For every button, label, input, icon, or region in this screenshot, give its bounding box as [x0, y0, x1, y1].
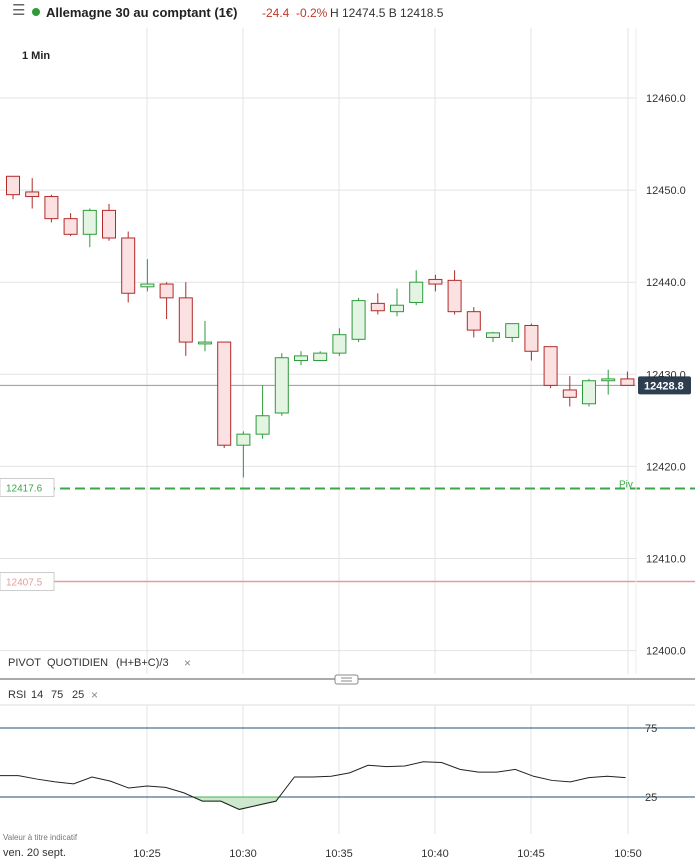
- close-icon[interactable]: ×: [184, 656, 192, 670]
- market-open-status-dot: [32, 8, 40, 16]
- candle-body: [409, 281, 424, 303]
- last-price-label: 12428.8: [644, 380, 684, 392]
- pivot-name: PIVOT: [8, 657, 42, 669]
- high-low-values: H 12474.5 B 12418.5: [330, 6, 444, 20]
- candle-body: [255, 415, 270, 435]
- candle-body: [6, 175, 20, 196]
- candle-body: [447, 279, 462, 313]
- candle-body: [294, 355, 308, 361]
- price-change: -24.4: [262, 6, 290, 20]
- candle-body: [601, 378, 616, 382]
- date-label: ven. 20 sept.: [3, 847, 66, 859]
- price-axis-label: 12440.0: [646, 277, 686, 289]
- instrument-title: Allemagne 30 au comptant (1€): [46, 5, 238, 20]
- candle-body: [82, 209, 97, 235]
- candle-body: [351, 300, 366, 340]
- chart-header: ☰ Allemagne 30 au comptant (1€) -24.4 -0…: [0, 0, 695, 26]
- candle-body: [582, 380, 596, 405]
- hamburger-icon[interactable]: ☰: [12, 2, 26, 19]
- horizontal-levels: 12417.6 Piv 12407.5 12428.8: [0, 376, 695, 592]
- candle-body: [198, 341, 212, 345]
- candle-body: [505, 323, 520, 338]
- timeframe-label: 1 Min: [22, 50, 51, 62]
- candle-body: [543, 346, 558, 386]
- pivot-formula: (H+B+C)/3: [116, 657, 169, 669]
- candle-body: [159, 283, 174, 299]
- price-axis-label: 12450.0: [646, 185, 686, 197]
- candle-body: [466, 311, 481, 331]
- candle-body: [44, 196, 59, 220]
- candle-body: [274, 357, 289, 414]
- candle-body: [121, 237, 136, 294]
- candle-body: [620, 378, 635, 386]
- rsi-line: [0, 761, 626, 810]
- candle-body: [178, 297, 193, 343]
- candle-body: [25, 191, 40, 198]
- time-axis-label: 10:35: [325, 848, 353, 860]
- price-axis-label: 12400.0: [646, 646, 686, 658]
- candle-body: [562, 389, 577, 398]
- rsi-lower-param: 25: [72, 689, 85, 701]
- support-value-box: [0, 572, 55, 592]
- time-axis-label: 10:50: [614, 848, 642, 860]
- chart-grid: [0, 28, 636, 834]
- rsi-level-label: 25: [645, 792, 657, 804]
- chart-axes: 12460.0 12450.0 12440.0 12430.0 12420.0 12410…: [0, 28, 695, 860]
- pivot-value-box: [0, 478, 55, 498]
- candle-body: [370, 302, 385, 312]
- candle-body: [428, 278, 443, 285]
- close-icon[interactable]: ×: [91, 688, 99, 702]
- candle-body: [313, 352, 328, 361]
- candle-body: [524, 324, 539, 352]
- indicative-value-note: Valeur à titre indicatif: [3, 833, 78, 842]
- candle-body: [63, 218, 78, 235]
- price-change-percent: -0.2%: [296, 6, 328, 20]
- candle-body: [486, 332, 500, 338]
- last-price-badge: [638, 376, 691, 395]
- price-axis-label: 12430.0: [646, 369, 686, 381]
- price-axis-label: 12420.0: [646, 461, 686, 473]
- candle-body: [140, 283, 155, 288]
- rsi-series: 75 25: [0, 723, 695, 810]
- rsi-upper-param: 75: [51, 689, 64, 701]
- time-axis-label: 10:25: [133, 848, 161, 860]
- candle-body: [217, 341, 232, 446]
- time-axis-label: 10:40: [421, 848, 449, 860]
- time-axis-label: 10:45: [517, 848, 545, 860]
- pivot-tag: Piv: [619, 480, 633, 491]
- price-axis-label: 12410.0: [646, 554, 686, 566]
- time-axis-label: 10:30: [229, 848, 257, 860]
- candle-body: [390, 304, 404, 313]
- pane-resize-handle: [334, 674, 359, 685]
- price-axis-label: 12460.0: [646, 93, 686, 105]
- support-value-label: 12407.5: [6, 578, 43, 589]
- pivot-mode: QUOTIDIEN: [47, 657, 109, 669]
- pivot-value-label: 12417.6: [6, 484, 43, 495]
- rsi-name: RSI: [8, 689, 27, 701]
- candle-body: [236, 433, 251, 446]
- candlestick-series: [6, 175, 635, 478]
- candle-body: [332, 334, 347, 354]
- rsi-level-label: 75: [645, 723, 657, 735]
- candle-body: [102, 209, 116, 239]
- rsi-period: 14: [31, 689, 44, 701]
